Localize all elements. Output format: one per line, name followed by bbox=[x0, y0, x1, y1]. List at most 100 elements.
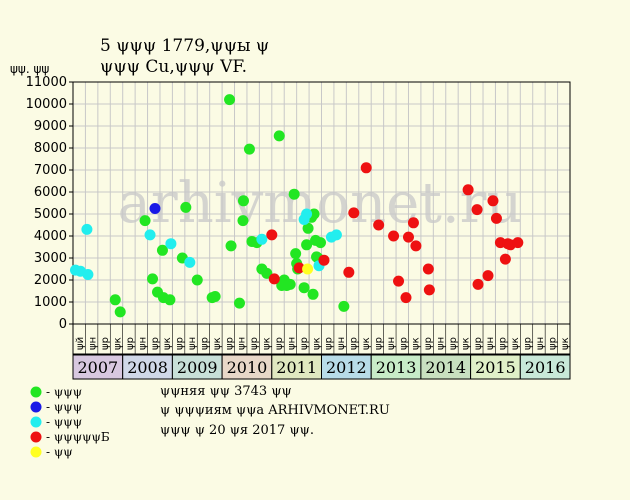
quarter-label: ψн bbox=[137, 337, 148, 350]
quarter-label: ψр bbox=[498, 337, 509, 350]
data-point bbox=[266, 229, 278, 241]
data-point bbox=[402, 231, 414, 243]
quarter-label: ψк bbox=[460, 337, 471, 350]
data-point bbox=[487, 195, 499, 207]
year-label: 2010 bbox=[227, 358, 268, 377]
quarter-label: ψк bbox=[560, 337, 571, 350]
quarter-label: ψк bbox=[361, 337, 372, 350]
quarter-label: ψн bbox=[386, 337, 397, 350]
legend-label: - ψψψ bbox=[46, 400, 82, 414]
data-point bbox=[165, 238, 177, 250]
data-point bbox=[307, 288, 319, 300]
quarter-label: ψр bbox=[249, 337, 260, 350]
data-point bbox=[422, 263, 434, 275]
quarter-label: ψр bbox=[398, 337, 409, 350]
data-point bbox=[256, 233, 268, 245]
data-point bbox=[164, 294, 176, 306]
y-tick-label: 7000 bbox=[34, 163, 67, 178]
year-label: 2013 bbox=[376, 358, 417, 377]
quarter-label: ψр bbox=[373, 337, 384, 350]
data-point bbox=[512, 237, 524, 249]
data-point bbox=[268, 273, 280, 285]
data-point bbox=[290, 248, 302, 260]
quarter-label: ψн bbox=[485, 337, 496, 350]
year-box bbox=[271, 354, 322, 380]
info-date: ψψψ ψ 20 ψя 2017 ψψ. bbox=[160, 423, 314, 438]
data-point bbox=[273, 130, 285, 142]
data-point bbox=[302, 222, 314, 234]
data-point bbox=[462, 184, 474, 196]
year-label: 2016 bbox=[525, 358, 566, 377]
quarter-label: ψр bbox=[100, 337, 111, 350]
data-point bbox=[472, 278, 484, 290]
legend-label: - ψψψψψБ bbox=[46, 430, 110, 444]
data-point bbox=[237, 195, 249, 207]
quarter-label: ψн bbox=[436, 337, 447, 350]
data-point bbox=[330, 229, 342, 241]
y-tick-label: 9000 bbox=[34, 119, 67, 134]
data-point bbox=[301, 208, 313, 220]
data-point bbox=[114, 306, 126, 318]
data-point bbox=[139, 215, 151, 227]
quarter-label: ψн bbox=[237, 337, 248, 350]
data-point bbox=[393, 275, 405, 287]
data-point bbox=[423, 284, 435, 296]
data-point bbox=[490, 212, 502, 224]
legend-label: - ψψψ bbox=[46, 385, 82, 399]
data-point bbox=[209, 291, 221, 302]
year-label: 2014 bbox=[425, 358, 466, 377]
quarter-label: ψр bbox=[199, 337, 210, 350]
year-box bbox=[321, 354, 372, 380]
legend-marker bbox=[30, 401, 42, 413]
y-tick-label: 1000 bbox=[34, 295, 67, 310]
data-point bbox=[144, 229, 156, 241]
data-point bbox=[293, 262, 305, 274]
data-point bbox=[482, 270, 494, 282]
quarter-label: ψр bbox=[175, 337, 186, 350]
data-point bbox=[343, 266, 355, 278]
quarter-label: ψр bbox=[299, 337, 310, 350]
quarter-label: ψк bbox=[262, 337, 273, 350]
data-point bbox=[298, 282, 310, 294]
quarter-label: ψн bbox=[187, 337, 198, 350]
data-point bbox=[156, 244, 168, 256]
year-box bbox=[171, 354, 223, 380]
data-point bbox=[318, 254, 330, 266]
data-point bbox=[233, 297, 245, 309]
data-point bbox=[400, 292, 412, 304]
chart-subtitle: ψψψ Cu,ψψψ VF. bbox=[100, 57, 247, 77]
quarter-label: ψр bbox=[547, 337, 558, 350]
data-point bbox=[180, 201, 192, 213]
data-point bbox=[225, 240, 237, 252]
legend-marker bbox=[30, 446, 42, 458]
data-point bbox=[243, 143, 255, 155]
quarter-label: ψн bbox=[336, 337, 347, 350]
data-point bbox=[184, 256, 196, 268]
year-label: 2007 bbox=[77, 358, 118, 377]
data-point bbox=[338, 300, 350, 312]
watermark: arhivmonet.ru bbox=[118, 171, 523, 236]
quarter-label: ψк bbox=[510, 337, 521, 350]
y-tick-label: 8000 bbox=[34, 141, 67, 156]
data-point bbox=[81, 223, 93, 235]
year-label: 2008 bbox=[127, 358, 168, 377]
y-tick-label: 0 bbox=[59, 317, 67, 332]
quarter-label: ψр bbox=[125, 337, 136, 350]
data-point bbox=[147, 273, 159, 285]
quarter-label: ψр bbox=[523, 337, 534, 350]
y-tick-label: 2000 bbox=[34, 273, 67, 288]
year-label: 2009 bbox=[177, 358, 218, 377]
quarter-label: ψн bbox=[535, 337, 546, 350]
data-point bbox=[109, 294, 121, 306]
legend-label: - ψψψ bbox=[46, 415, 82, 429]
quarter-label: ψн bbox=[286, 337, 297, 350]
data-point bbox=[348, 207, 360, 219]
legend-marker bbox=[30, 386, 42, 398]
y-tick-label: 10000 bbox=[26, 97, 67, 112]
year-box bbox=[519, 354, 571, 380]
data-point bbox=[191, 274, 203, 286]
legend-marker bbox=[30, 431, 42, 443]
year-box bbox=[122, 354, 173, 380]
